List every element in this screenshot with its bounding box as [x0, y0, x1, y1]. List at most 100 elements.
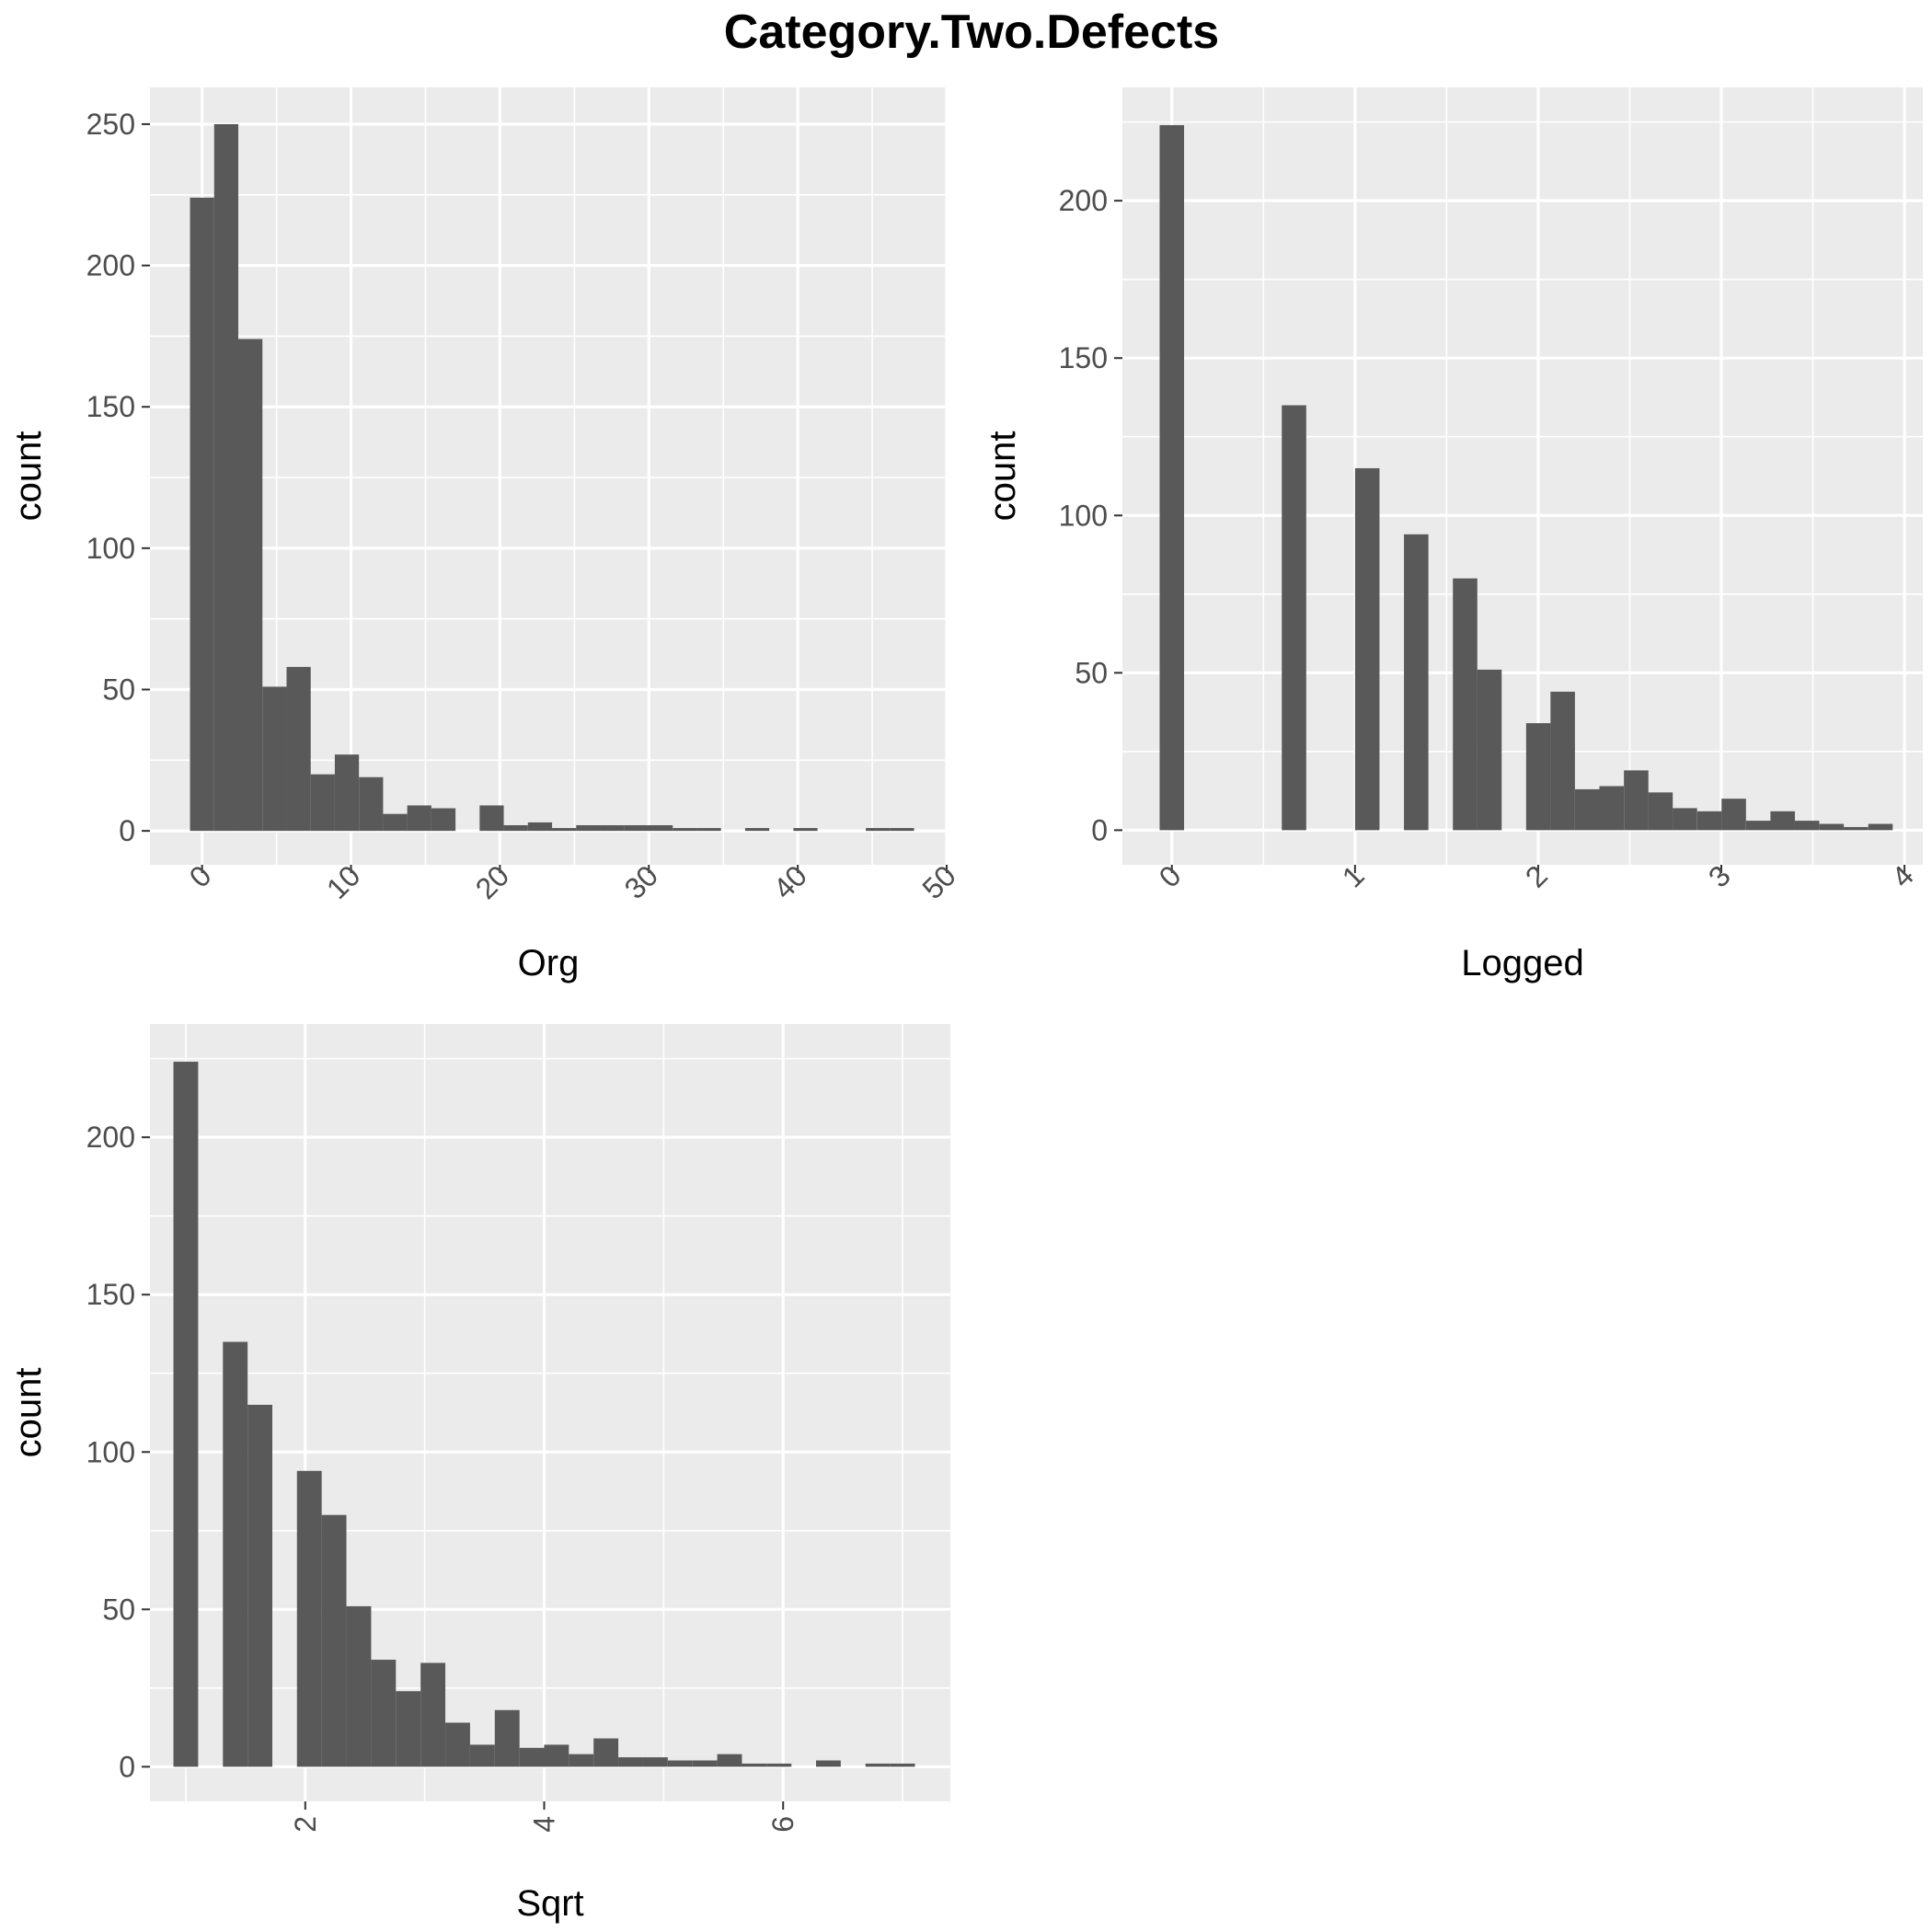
histogram-bar: [346, 1605, 372, 1767]
histogram-bar: [1354, 467, 1380, 831]
histogram-bar: [576, 824, 601, 832]
histogram-bar: [237, 339, 263, 832]
histogram-bar: [742, 1763, 767, 1767]
x-tick-label: 6: [766, 1816, 799, 1833]
panel-sqrt: 0 50 100 150 200 2 4 6 Sqrt count: [8, 1024, 950, 1924]
x-axis-title: Logged: [1461, 943, 1583, 983]
x-tick-label: 50: [915, 858, 962, 905]
histogram-bar: [667, 1760, 693, 1767]
histogram-bar: [766, 1763, 792, 1767]
histogram-bar: [673, 828, 697, 832]
x-tick-label: 4: [528, 1816, 561, 1833]
histogram-bar: [1696, 811, 1722, 831]
histogram-bar: [1525, 723, 1551, 831]
histogram-bar: [1844, 826, 1869, 831]
histogram-bar: [544, 1744, 569, 1767]
histogram-bar: [310, 774, 335, 832]
y-tick-label: 0: [1091, 813, 1108, 846]
panel-background: [1122, 87, 1923, 865]
histogram-bar: [503, 824, 528, 832]
histogram-bar: [600, 824, 625, 832]
histogram-bar: [569, 1754, 594, 1767]
histogram-bar: [642, 1757, 668, 1767]
y-tick-label: 100: [86, 532, 135, 565]
histogram-bar: [1404, 534, 1429, 831]
histogram-bar: [296, 1470, 322, 1767]
histogram-bar: [717, 1754, 742, 1767]
x-axis-title: Sqrt: [516, 1883, 583, 1924]
histogram-bar: [744, 828, 770, 832]
histogram-bar: [696, 828, 721, 832]
histogram-bar: [190, 197, 214, 832]
panel-background: [150, 1024, 950, 1801]
histogram-bar: [1624, 770, 1649, 831]
y-axis-title: count: [8, 1368, 49, 1458]
y-tick-label: 150: [1059, 341, 1108, 374]
histogram-bar: [692, 1760, 718, 1767]
histogram-bar: [1745, 821, 1771, 831]
y-tick-label: 0: [119, 814, 135, 847]
histogram-bar: [1648, 792, 1673, 831]
histogram-bar: [223, 1341, 248, 1767]
histogram-bar: [494, 1709, 520, 1767]
histogram-bar: [407, 805, 431, 832]
histogram-bar: [1574, 788, 1600, 831]
histogram-bar: [618, 1757, 643, 1767]
histogram-bar: [1868, 823, 1893, 831]
histogram-bar: [1819, 823, 1845, 831]
histogram-bar: [519, 1747, 545, 1767]
histogram-bar: [262, 686, 287, 832]
x-tick-label: 20: [469, 858, 516, 905]
histogram-bar: [420, 1662, 446, 1767]
x-tick-label: 10: [320, 858, 367, 905]
x-axis-title: Org: [518, 943, 580, 983]
histogram-bar: [359, 776, 384, 832]
histogram-bar: [527, 822, 553, 832]
histogram-bar: [1282, 405, 1306, 831]
histogram-bar: [866, 828, 891, 832]
y-tick-label: 200: [86, 249, 135, 282]
histogram-bar: [552, 828, 577, 832]
y-tick-label: 250: [86, 108, 135, 141]
y-tick-label: 100: [86, 1435, 135, 1468]
histogram-bar: [173, 1062, 199, 1767]
y-axis-title: count: [8, 431, 49, 522]
histogram-bar: [1453, 578, 1478, 831]
histogram-bar: [1550, 691, 1575, 831]
histogram-bar: [247, 1404, 273, 1767]
histogram-bar: [1673, 808, 1697, 831]
y-tick-label: 50: [102, 673, 135, 706]
y-tick-label: 50: [1075, 656, 1108, 689]
histogram-bar: [890, 828, 914, 832]
figure-title: Category.Two.Defects: [724, 6, 1219, 59]
y-tick-label: 200: [86, 1121, 135, 1154]
histogram-bar: [479, 805, 504, 832]
histogram-bar: [593, 1738, 619, 1767]
histogram-bar: [469, 1744, 495, 1767]
histogram-bar: [213, 123, 239, 832]
y-tick-label: 50: [102, 1593, 135, 1626]
x-tick-label: 2: [289, 1816, 322, 1833]
y-tick-label: 100: [1059, 499, 1108, 532]
histogram-bar: [286, 666, 311, 832]
histogram-bar: [865, 1763, 891, 1767]
histogram-bar: [1794, 821, 1820, 831]
x-tick-label: 40: [766, 858, 813, 905]
histogram-bar: [383, 813, 408, 832]
histogram-bar: [793, 828, 818, 832]
histogram-bar: [1159, 125, 1185, 831]
histogram-bar: [1721, 799, 1746, 831]
histogram-bar: [431, 808, 456, 832]
histogram-bar: [334, 754, 360, 832]
histogram-bar: [371, 1660, 397, 1767]
y-tick-label: 0: [119, 1750, 135, 1783]
y-axis-title: count: [983, 431, 1023, 522]
histogram-bar: [1599, 786, 1625, 831]
histogram-bar: [1770, 811, 1795, 831]
histogram-bar: [445, 1722, 470, 1767]
histogram-bar: [321, 1514, 347, 1767]
